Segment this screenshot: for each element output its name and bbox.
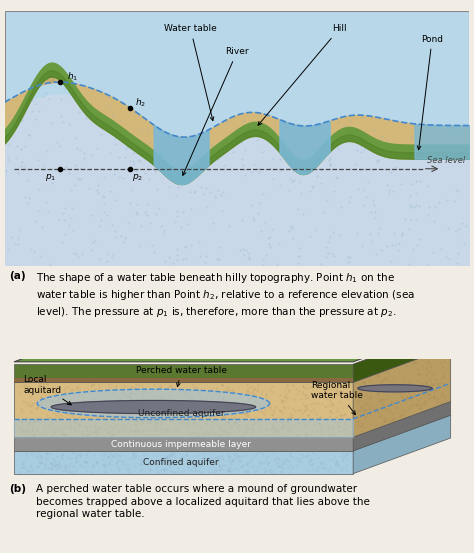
Polygon shape bbox=[14, 437, 353, 451]
Text: River: River bbox=[182, 48, 249, 175]
Text: $p_1$: $p_1$ bbox=[45, 172, 56, 183]
Text: Local
aquitard: Local aquitard bbox=[23, 375, 71, 405]
Text: Continuous impermeable layer: Continuous impermeable layer bbox=[111, 440, 251, 448]
Text: Water table: Water table bbox=[164, 24, 217, 121]
Text: The shape of a water table beneath hilly topography. Point $h_1$ on the
water ta: The shape of a water table beneath hilly… bbox=[36, 271, 415, 319]
Polygon shape bbox=[14, 451, 353, 474]
Text: Unconfined aquifer: Unconfined aquifer bbox=[138, 409, 225, 418]
Text: Perched water table: Perched water table bbox=[136, 366, 227, 387]
Text: $h_1$: $h_1$ bbox=[67, 70, 79, 83]
Text: Regional
water table: Regional water table bbox=[311, 381, 363, 415]
Text: Hill: Hill bbox=[258, 24, 346, 125]
Polygon shape bbox=[358, 385, 432, 392]
Polygon shape bbox=[14, 326, 451, 362]
Polygon shape bbox=[37, 389, 270, 418]
Text: Pond: Pond bbox=[417, 35, 443, 150]
Polygon shape bbox=[353, 347, 451, 437]
Polygon shape bbox=[14, 364, 353, 382]
Text: (b): (b) bbox=[9, 484, 27, 494]
Polygon shape bbox=[353, 415, 451, 474]
Text: (a): (a) bbox=[9, 271, 26, 281]
Polygon shape bbox=[353, 401, 451, 451]
Polygon shape bbox=[51, 400, 255, 414]
Text: A perched water table occurs where a mound of groundwater
becomes trapped above : A perched water table occurs where a mou… bbox=[36, 484, 370, 519]
Text: Confined aquifer: Confined aquifer bbox=[144, 458, 219, 467]
Polygon shape bbox=[14, 382, 353, 437]
Text: $h_2$: $h_2$ bbox=[135, 96, 146, 109]
Polygon shape bbox=[353, 328, 451, 382]
Text: $p_2$: $p_2$ bbox=[132, 172, 144, 183]
FancyBboxPatch shape bbox=[5, 11, 469, 265]
Text: Sea level: Sea level bbox=[428, 156, 465, 165]
Polygon shape bbox=[14, 378, 353, 382]
